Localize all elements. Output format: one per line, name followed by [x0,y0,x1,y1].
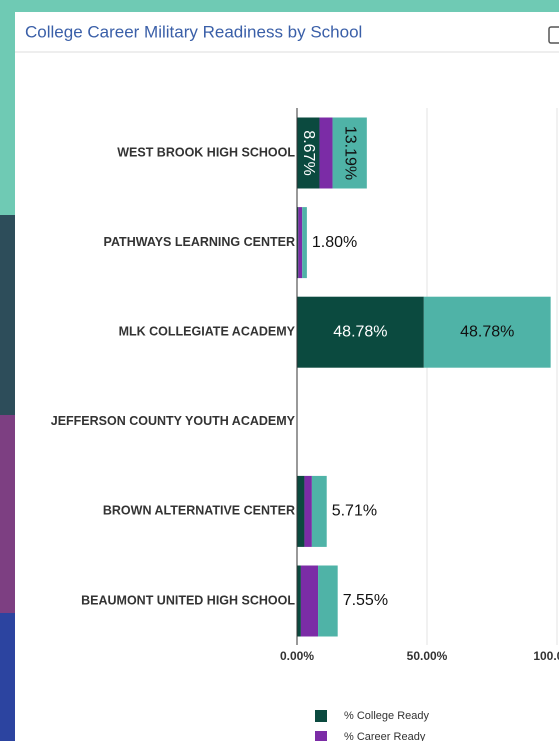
y-tick-label: MLK COLLEGIATE ACADEMY [119,324,296,338]
x-tick-label: 100.00% [533,649,559,663]
sidebar-strip [0,0,15,215]
legend-label: % College Ready [344,710,429,722]
data-label: 5.71% [332,503,377,520]
y-tick-label: BROWN ALTERNATIVE CENTER [103,504,295,518]
y-tick-label: PATHWAYS LEARNING CENTER [104,235,295,249]
y-tick-label: JEFFERSON COUNTY YOUTH ACADEMY [51,414,296,428]
bar-segment [297,207,299,279]
sidebar-strip [0,215,15,415]
y-tick-label: WEST BROOK HIGH SCHOOL [117,145,295,159]
bar-segment [298,207,303,279]
data-label: 13.19% [341,126,358,180]
bar-segment [297,117,320,189]
bar-segment [302,207,307,279]
y-tick-label: BEAUMONT UNITED HIGH SCHOOL [81,593,295,607]
bar-segment [332,117,367,189]
bar-segment [318,565,338,637]
data-label: 48.78% [333,323,387,340]
data-label: 7.55% [343,592,388,609]
plot: 0.00% 50.00% 100.00% WEST BROOK HIGH SCHOOL… [51,108,559,741]
chart-title: College Career Military Readiness by Sch… [25,22,362,41]
bar-segment [311,475,327,547]
data-label: 1.80% [312,234,357,251]
bar-segment [297,565,301,637]
x-tick-label: 50.00% [407,649,448,663]
x-tick-label: 0.00% [280,649,314,663]
data-label: 48.78% [460,323,514,340]
legend-label: % Career Ready [344,731,426,741]
bar-segment [319,117,333,189]
bar-segment [300,565,319,637]
bar-segment [423,296,551,368]
bar-segment [304,475,312,547]
menu-icon[interactable] [548,26,559,44]
legend-swatch [315,731,327,741]
legend-swatch [315,710,327,722]
sidebar-strip [0,415,15,613]
sidebar-strip [0,613,15,741]
top-bar [0,0,559,12]
data-label: 8.67% [300,130,317,175]
bar-segment [297,296,424,368]
bar-segment [297,475,305,547]
